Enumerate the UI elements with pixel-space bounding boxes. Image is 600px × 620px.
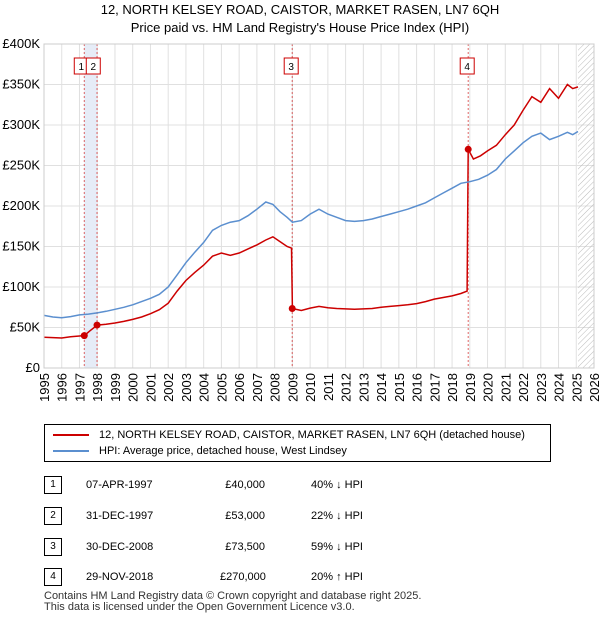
sale-number-label: 1 (78, 62, 84, 73)
x-tick-label: 2003 (179, 373, 194, 402)
sale-number-label: 2 (90, 62, 96, 73)
x-tick-label: 2014 (374, 373, 389, 402)
sale-number-box (283, 57, 299, 75)
sale-point (80, 332, 88, 340)
transaction-price: £73,500 (225, 541, 265, 553)
transaction-number: 1 (44, 476, 62, 494)
x-tick-label: 1997 (72, 373, 87, 402)
x-tick-label: 2000 (126, 373, 141, 402)
x-tick-label: 2006 (232, 373, 247, 402)
hpi-line (43, 130, 579, 319)
sale-number-label: 4 (464, 62, 470, 73)
transaction-price: £270,000 (220, 571, 266, 583)
transaction-row: 3 30-DEC-2008 £73,500 59% ↓ HPI (0, 538, 600, 558)
chart-title-line1: 12, NORTH KELSEY ROAD, CAISTOR, MARKET R… (100, 2, 500, 17)
legend-item-hpi: HPI: Average price, detached house, West… (53, 443, 347, 459)
sale-point (93, 321, 101, 329)
transaction-hpi-diff: 59% ↓ HPI (311, 541, 363, 553)
ownership-shading (84, 44, 98, 368)
x-tick-label: 2005 (214, 373, 229, 402)
x-tick-label: 2018 (445, 373, 460, 402)
transaction-price: £53,000 (225, 510, 265, 522)
legend-red-swatch (53, 434, 89, 436)
transaction-date: 07-APR-1997 (86, 479, 153, 491)
transaction-row: 1 07-APR-1997 £40,000 40% ↓ HPI (0, 476, 600, 496)
sale-point (464, 145, 472, 153)
x-tick-label: 1995 (37, 373, 52, 402)
x-tick-label: 2022 (516, 373, 531, 402)
x-tick-label: 1996 (55, 373, 70, 402)
plot-border (43, 43, 595, 369)
sale-number-box (459, 57, 475, 75)
y-tick-label: £100K (2, 279, 40, 294)
transaction-number: 2 (44, 507, 62, 525)
y-tick-label: £150K (2, 239, 40, 254)
legend-blue-swatch (53, 450, 89, 452)
x-tick-label: 2007 (250, 373, 265, 402)
x-tick-label: 2012 (339, 373, 354, 402)
transaction-date: 31-DEC-1997 (86, 510, 154, 522)
y-tick-label: £400K (2, 36, 40, 51)
legend-property-label: 12, NORTH KELSEY ROAD, CAISTOR, MARKET R… (99, 429, 525, 441)
legend-hpi-label: HPI: Average price, detached house, West… (99, 445, 347, 457)
y-tick-label: £300K (2, 117, 40, 132)
chart-title-line2: Price paid vs. HM Land Registry's House … (130, 20, 470, 35)
x-tick-label: 2011 (321, 373, 336, 401)
transaction-date: 30-DEC-2008 (86, 541, 154, 553)
x-tick-label: 2013 (356, 373, 371, 402)
transaction-hpi-diff: 40% ↓ HPI (311, 479, 363, 491)
x-tick-label: 2008 (268, 373, 283, 402)
transaction-hpi-diff: 22% ↓ HPI (311, 510, 363, 522)
x-tick-label: 2026 (587, 373, 600, 402)
x-tick-label: 2025 (569, 373, 584, 402)
transaction-number: 4 (44, 568, 62, 586)
x-tick-label: 2019 (463, 373, 478, 402)
transaction-row: 2 31-DEC-1997 £53,000 22% ↓ HPI (0, 507, 600, 527)
x-tick-label: 2010 (303, 373, 318, 402)
transaction-hpi-diff: 20% ↑ HPI (311, 571, 363, 583)
sale-number-label: 3 (288, 62, 294, 73)
x-tick-label: 1999 (108, 373, 123, 402)
sale-number-box (85, 57, 101, 75)
x-tick-label: 2004 (197, 373, 212, 402)
x-tick-label: 2002 (161, 373, 176, 402)
footer-licence: This data is licensed under the Open Gov… (44, 601, 355, 613)
footer-copyright: Contains HM Land Registry data © Crown c… (44, 590, 422, 602)
x-tick-label: 2001 (143, 373, 158, 402)
x-tick-label: 2015 (392, 373, 407, 402)
x-tick-label: 2009 (285, 373, 300, 402)
x-tick-label: 1998 (90, 373, 105, 402)
legend-item-property: 12, NORTH KELSEY ROAD, CAISTOR, MARKET R… (53, 427, 525, 443)
y-tick-label: £250K (2, 158, 40, 173)
x-tick-label: 2016 (410, 373, 425, 402)
transaction-price: £40,000 (225, 479, 265, 491)
sale-point (288, 304, 296, 312)
y-tick-label: £200K (2, 198, 40, 213)
x-tick-label: 2023 (534, 373, 549, 402)
legend: 12, NORTH KELSEY ROAD, CAISTOR, MARKET R… (44, 424, 551, 462)
x-tick-label: 2020 (481, 373, 496, 402)
y-tick-label: £0 (26, 360, 40, 375)
x-tick-label: 2024 (552, 373, 567, 402)
x-tick-label: 2021 (498, 373, 513, 402)
future-hatch (578, 44, 594, 368)
footer: Contains HM Land Registry data © Crown c… (44, 591, 421, 613)
transaction-number: 3 (44, 538, 62, 556)
y-tick-label: £350K (2, 77, 40, 92)
property-price-line (43, 83, 579, 339)
transaction-date: 29-NOV-2018 (86, 571, 154, 583)
y-tick-label: £50K (10, 320, 41, 335)
transaction-row: 4 29-NOV-2018 £270,000 20% ↑ HPI (0, 568, 600, 588)
x-tick-label: 2017 (427, 373, 442, 402)
